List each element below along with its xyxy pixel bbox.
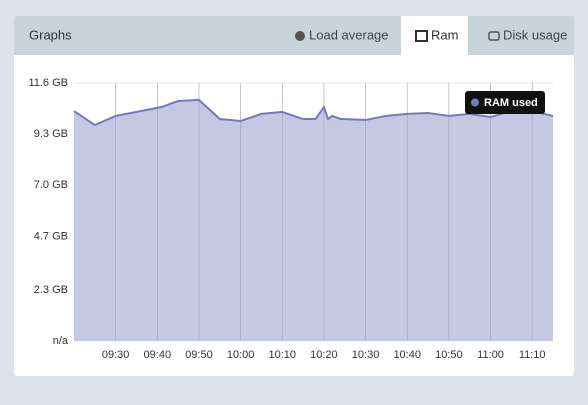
y-tick-label: 7.0 GB (34, 179, 68, 191)
x-tick-label: 10:30 (352, 349, 380, 361)
tab-label[interactable]: Ram (431, 27, 458, 42)
tab-icon (415, 30, 428, 42)
tab-label[interactable]: Load average (309, 27, 389, 42)
x-tick-label: 10:20 (310, 349, 338, 361)
tab[interactable]: Load average (295, 27, 389, 42)
x-tick-label: 10:00 (227, 349, 255, 361)
tab-icon (295, 31, 305, 41)
active-tab-bg (401, 16, 468, 56)
x-tick-label: 09:50 (185, 349, 213, 361)
plot: n/a 2.3 GB 4.7 GB 7.0 GB 9.3 GB 11.6 GB 09:30 0… (28, 77, 554, 361)
y-tick-label: 2.3 GB (34, 284, 68, 296)
y-tick-label: 4.7 GB (34, 230, 68, 242)
y-tick-label: n/a (53, 335, 69, 347)
y-tick-label: 11.6 GB (28, 77, 68, 89)
legend-label: RAM used (484, 97, 538, 109)
line (73, 98, 554, 127)
panel-title: Graphs (29, 27, 72, 42)
x-tick-label: 11:00 (477, 349, 504, 361)
legend-swatch (471, 98, 479, 107)
y-tick-label: 9.3 GB (34, 128, 68, 140)
tab[interactable]: Disk usage (488, 27, 567, 42)
x-tick-label: 09:30 (102, 349, 130, 361)
tab-label[interactable]: Disk usage (503, 27, 567, 42)
x-tick-label: 10:50 (435, 349, 463, 361)
panel-header (14, 16, 574, 55)
x-tick-label: 10:40 (393, 349, 421, 361)
legend: RAM used (465, 91, 545, 114)
x-tick-label: 11:10 (519, 349, 546, 361)
x-tick-label: 10:10 (268, 349, 296, 361)
area (74, 99, 553, 342)
x-tick-label: 09:40 (144, 349, 172, 361)
tab[interactable]: Ram (415, 27, 458, 42)
tab-icon (488, 31, 500, 41)
legend-box (465, 91, 545, 114)
